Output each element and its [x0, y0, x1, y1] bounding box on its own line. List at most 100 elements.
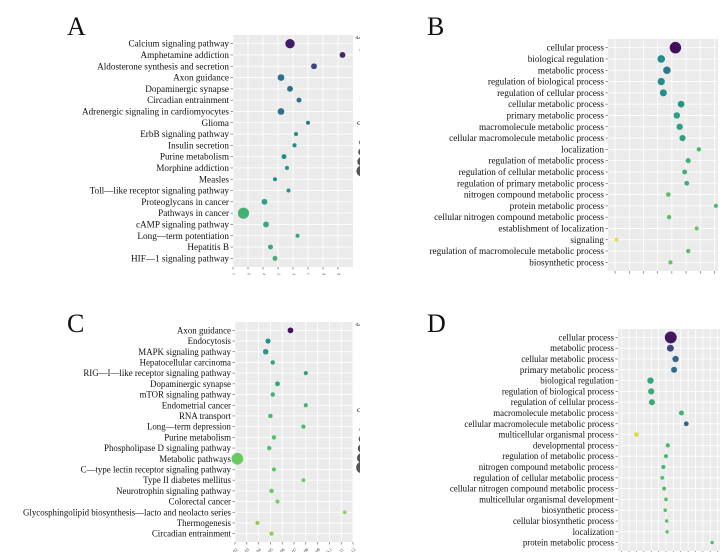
- size-legend-dot: [356, 452, 368, 464]
- size-legend-dot: [358, 435, 366, 443]
- size-legend-dot: [359, 139, 365, 146]
- x-tick-label: 0.09: [332, 272, 342, 275]
- y-category-label: regulation of cellular metabolic process: [459, 167, 605, 177]
- y-category-label: Purine metabolism: [164, 432, 231, 442]
- data-point: [672, 355, 679, 363]
- y-category-label: Colorectal cancer: [169, 497, 231, 507]
- y-category-label: Endometrial cancer: [162, 400, 231, 410]
- y-category-label: mTOR signaling pathway: [139, 390, 231, 400]
- data-point: [665, 530, 669, 534]
- x-tick-label: 0.09: [312, 547, 322, 552]
- y-category-label: protein metabolic process: [510, 201, 605, 211]
- color-tick-label: 0.5: [360, 48, 361, 53]
- data-point: [664, 497, 668, 502]
- data-point: [301, 478, 306, 483]
- y-category-label: signaling: [570, 235, 604, 245]
- data-point: [255, 520, 260, 526]
- data-point: [657, 77, 665, 86]
- plot-background: [608, 39, 718, 271]
- data-point: [710, 540, 714, 545]
- y-category-label: cellular process: [547, 43, 605, 53]
- size-legend-dot: [358, 148, 366, 156]
- data-point: [266, 445, 272, 451]
- data-point: [301, 424, 306, 429]
- panel-C: C 0.02 0.03 0.04 0.05 0.06 0.07 0.08 0.09 0.1 0.11…: [4, 302, 383, 556]
- x-tick-label: 0.07: [288, 547, 298, 552]
- y-category-label: cellular macromolecule metabolic process: [464, 419, 614, 429]
- y-category-label: Long—term depression: [147, 422, 232, 432]
- y-category-label: nitrogen compound metabolic process: [479, 462, 615, 472]
- y-category-label: regulation of cellular process: [511, 397, 615, 407]
- panel-A: A0.020.030.040.050.060.070.080.09GeneRat…: [4, 5, 383, 289]
- data-point: [293, 132, 299, 137]
- y-category-label: regulation of metabolic process: [502, 451, 614, 461]
- y-category-label: C—type lectin receptor signaling pathway: [81, 464, 232, 474]
- data-point: [663, 508, 668, 512]
- data-point: [660, 475, 665, 480]
- y-category-label: regulation of cellular metabolic process: [474, 473, 615, 483]
- x-tick-label: 0.03: [241, 547, 251, 552]
- x-tick-label: 0.02: [229, 547, 239, 552]
- x-tick-label: 0.08: [300, 547, 310, 552]
- data-point: [678, 410, 685, 416]
- data-point: [303, 403, 308, 408]
- y-category-label: cellular metabolic process: [521, 354, 614, 364]
- data-point: [287, 85, 293, 92]
- y-category-label: primary metabolic process: [520, 365, 615, 375]
- data-point: [664, 519, 669, 523]
- data-point: [683, 421, 689, 427]
- data-point: [669, 41, 682, 54]
- x-tick-label: 0.11: [336, 547, 346, 552]
- data-point: [271, 435, 277, 440]
- data-point: [666, 192, 671, 197]
- chart-svg: D0.0060.0080.010.0120.0140.0160.0180.020…: [364, 302, 725, 557]
- y-category-label: Proteoglycans in cancer: [141, 197, 229, 207]
- data-point: [648, 399, 655, 406]
- data-point: [305, 120, 311, 125]
- y-category-label: establishment of localization: [498, 223, 604, 233]
- y-category-label: metabolic process: [538, 65, 605, 75]
- data-point: [265, 338, 271, 344]
- y-category-label: localization: [561, 144, 604, 154]
- data-point: [684, 180, 690, 186]
- data-point: [666, 214, 672, 220]
- size-legend-title: Count: [357, 122, 360, 127]
- data-point: [713, 203, 718, 208]
- y-category-label: Glioma: [201, 118, 229, 128]
- data-point: [614, 237, 619, 242]
- y-category-label: Circadian entrainment: [152, 529, 232, 539]
- data-point: [663, 454, 669, 459]
- data-point: [696, 147, 702, 152]
- x-tick-label: 0.04: [253, 547, 263, 552]
- data-point: [272, 177, 278, 182]
- data-point: [295, 233, 300, 238]
- y-category-label: RIG—I—like receptor signaling pathway: [83, 368, 231, 378]
- y-category-label: Circadian entrainment: [147, 95, 229, 105]
- x-tick-label: 0.07: [302, 272, 312, 275]
- size-legend-dot: [357, 444, 367, 453]
- y-category-label: biosynthetic process: [542, 505, 615, 515]
- data-point: [677, 100, 685, 108]
- x-tick-label: 0.06: [287, 272, 297, 275]
- data-point: [271, 467, 277, 472]
- data-point: [676, 123, 683, 130]
- data-point: [262, 349, 269, 355]
- data-point: [668, 260, 673, 265]
- y-category-label: primary metabolic process: [507, 110, 605, 120]
- y-category-label: cellular process: [559, 332, 615, 342]
- y-category-label: cellular nitrogen compound metabolic pro…: [450, 484, 615, 494]
- panel-D: D0.0060.0080.010.0120.0140.0160.0180.020…: [364, 302, 725, 557]
- data-point: [272, 255, 278, 261]
- x-tick-label: 0.08: [317, 272, 327, 275]
- data-point: [303, 371, 308, 376]
- y-category-label: regulation of macromolecule metabolic pr…: [430, 246, 605, 256]
- data-point: [685, 158, 691, 164]
- panel-B: B0.0120.0140.0160.0180.020.0220.0240.026…: [364, 5, 725, 293]
- y-category-label: cAMP signaling pathway: [136, 219, 229, 229]
- y-category-label: cellular nitrogen compound metabolic pro…: [434, 212, 604, 222]
- data-point: [661, 464, 666, 470]
- data-point: [342, 510, 347, 515]
- size-legend-dot: [356, 165, 368, 177]
- y-category-label: metabolic process: [550, 343, 614, 353]
